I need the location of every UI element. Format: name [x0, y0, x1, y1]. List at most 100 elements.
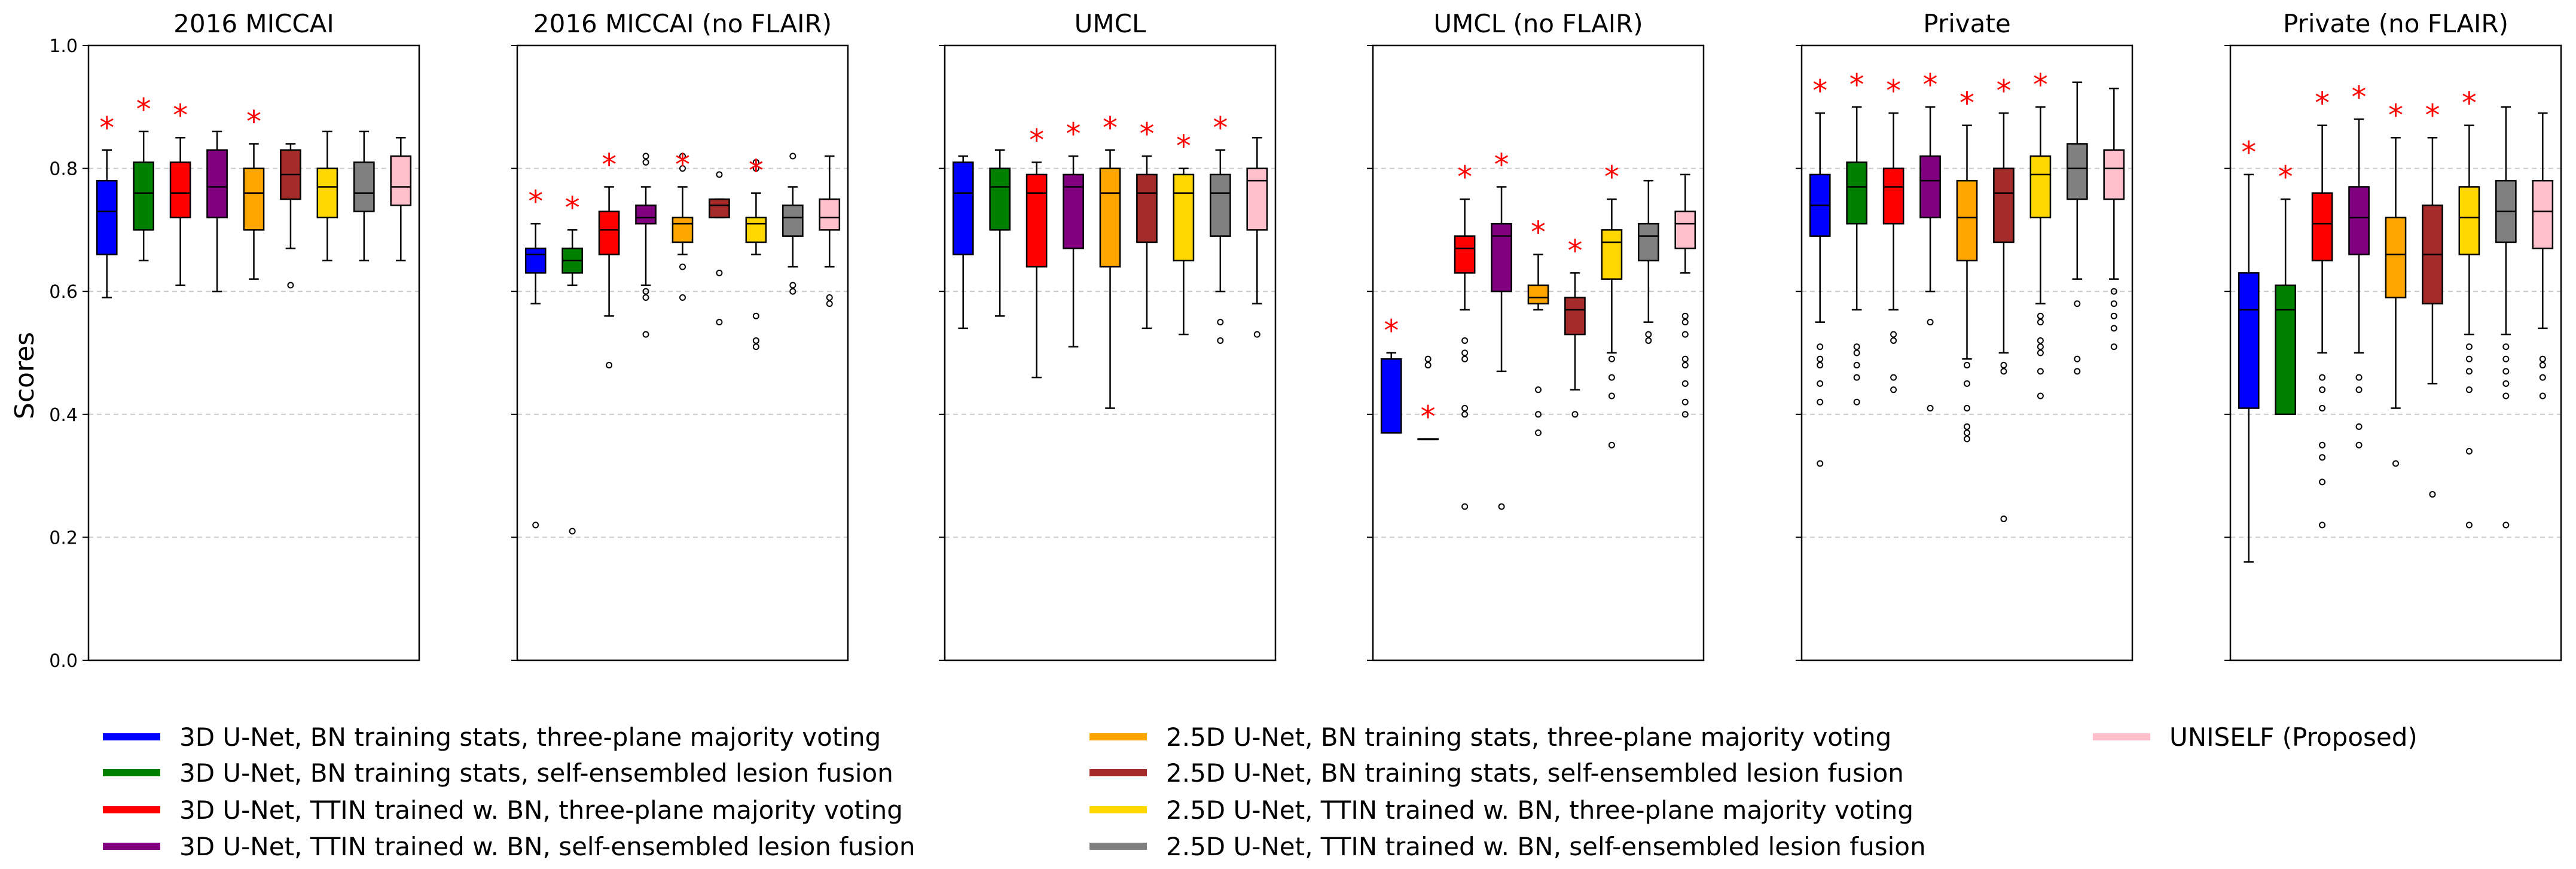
box-7: *: [1173, 129, 1195, 336]
outlier: [1608, 355, 1615, 362]
outlier: [2037, 392, 2044, 400]
outlier: [2037, 349, 2044, 356]
outlier: [1890, 331, 1897, 338]
outlier: [2502, 392, 2510, 400]
y-tick-label: 1.0: [49, 36, 78, 57]
panel-title: 2016 MICCAI (no FLAIR): [533, 9, 832, 38]
box-body: [635, 205, 657, 225]
outlier: [1681, 398, 1689, 405]
box-body: [133, 161, 155, 231]
box-6: [280, 143, 301, 289]
outlier: [2037, 337, 2044, 344]
significance-asterisk: *: [2241, 135, 2256, 170]
outlier: [1927, 319, 1934, 326]
box-body: [1882, 167, 1904, 225]
outlier: [1964, 380, 1970, 387]
outlier: [1964, 435, 1970, 443]
outlier: [2539, 392, 2546, 400]
significance-asterisk: *: [2425, 98, 2440, 133]
box-body: [1454, 235, 1476, 274]
outlier: [2355, 374, 2363, 381]
outlier: [1571, 411, 1579, 418]
outlier: [2319, 386, 2326, 394]
significance-asterisk: *: [1812, 74, 1827, 108]
box-1: *: [96, 111, 118, 298]
outlier: [716, 171, 723, 178]
outlier: [2319, 522, 2326, 529]
box-6: [709, 171, 730, 326]
outlier: [1461, 405, 1469, 412]
significance-asterisk: *: [1996, 74, 2011, 108]
outlier: [2000, 368, 2007, 375]
box-body: [1063, 173, 1084, 249]
box-body: [2238, 272, 2260, 409]
legend-label: UNISELF (Proposed): [2169, 722, 2418, 752]
box-1: [952, 155, 974, 330]
legend-label: 2.5D U-Net, BN training stats, three-pla…: [1166, 722, 1891, 752]
outlier: [1608, 392, 1615, 400]
outlier: [1424, 362, 1432, 369]
outlier: [1927, 405, 1934, 412]
outlier: [679, 165, 686, 172]
box-3: *: [169, 98, 191, 286]
box-1: *: [1380, 313, 1402, 434]
legend-label: 3D U-Net, BN training stats, self-ensemb…: [179, 758, 893, 788]
box-body: [524, 247, 547, 274]
legend-item-4: 3D U-Net, TTIN trained w. BN, self-ensem…: [103, 832, 915, 861]
outlier: [1817, 460, 1824, 467]
outlier: [2037, 343, 2044, 350]
outlier: [1608, 374, 1615, 381]
outlier: [1890, 374, 1897, 381]
significance-asterisk: *: [1960, 86, 1974, 121]
box-body: [1025, 173, 1048, 268]
box-7: *: [1601, 160, 1623, 449]
box-9: [2103, 87, 2125, 350]
legend-label: 2.5D U-Net, BN training stats, self-ense…: [1166, 758, 1904, 788]
box-body: [206, 149, 228, 219]
outlier: [2074, 300, 2081, 307]
outlier: [1535, 386, 1542, 394]
outlier: [1461, 503, 1469, 510]
box-4: *: [2348, 80, 2370, 449]
outlier: [826, 294, 833, 301]
significance-asterisk: *: [1066, 117, 1081, 151]
outlier: [1817, 355, 1824, 362]
significance-asterisk: *: [1849, 68, 1864, 102]
outlier: [1817, 343, 1824, 350]
box-body: [390, 155, 412, 206]
significance-asterisk: *: [1029, 123, 1044, 157]
outlier: [789, 288, 796, 295]
significance-asterisk: *: [602, 147, 616, 182]
box-body: [1246, 167, 1268, 231]
box-body: [1136, 173, 1158, 243]
outlier: [2539, 355, 2546, 362]
outlier: [2465, 522, 2473, 529]
box-body: [1209, 173, 1231, 237]
box-2: *: [1846, 68, 1868, 405]
box-8: [2495, 106, 2517, 529]
panel-1: 2016 MICCAI 0.0 0.2 0.4 0.6 0.8 1.0 * * * *: [49, 9, 420, 672]
outlier: [1217, 337, 1224, 344]
outlier: [1645, 337, 1652, 344]
box-8: [353, 130, 375, 262]
outlier: [2392, 460, 2399, 467]
box-7: [316, 130, 338, 262]
box-body: [2385, 217, 2407, 298]
outlier: [1853, 374, 1860, 381]
box-5: *: [1527, 215, 1549, 437]
panel-frame: [1372, 44, 1705, 661]
box-3: *: [1882, 74, 1904, 394]
outlier: [642, 158, 649, 166]
box-9: [1246, 136, 1268, 338]
box-6: *: [1136, 117, 1158, 330]
legend-item-8: 2.5D U-Net, TTIN trained w. BN, self-ens…: [1089, 832, 1926, 861]
outlier: [1853, 362, 1860, 369]
significance-asterisk: *: [2352, 80, 2367, 114]
outlier: [1890, 386, 1897, 394]
box-body: [672, 217, 694, 243]
box-3: *: [2311, 86, 2333, 529]
outlier: [2465, 355, 2473, 362]
outlier: [1964, 429, 1970, 437]
outlier: [2110, 288, 2117, 295]
box-body: [1491, 222, 1512, 292]
